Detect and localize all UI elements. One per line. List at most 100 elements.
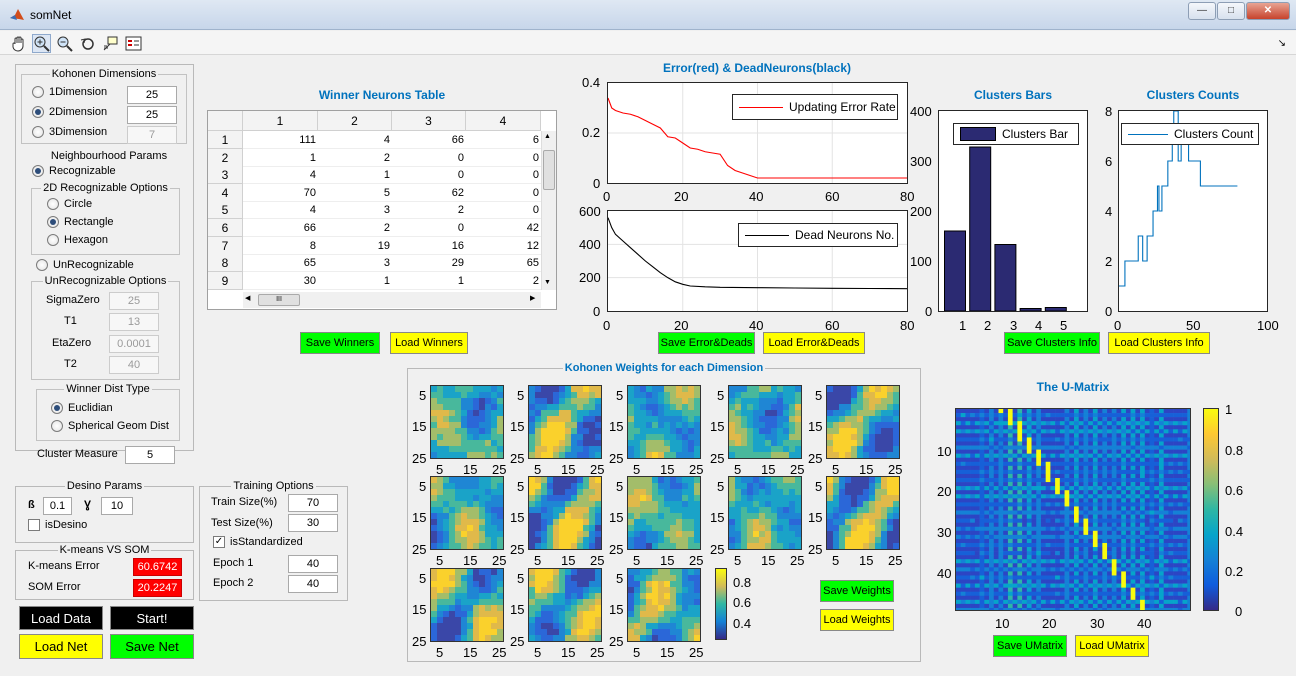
save-umatrix-button[interactable]: Save UMatrix [993,635,1067,657]
column-header[interactable]: 4 [466,111,541,131]
epoch2-field[interactable]: 40 [288,575,338,593]
dim1-field[interactable]: 25 [127,86,177,104]
table-cell[interactable]: 62 [392,184,466,202]
t1-field[interactable]: 13 [109,313,159,331]
table-cell[interactable]: 0 [466,149,541,167]
zoom-in-icon[interactable] [32,34,51,53]
save-winners-button[interactable]: Save Winners [300,332,380,354]
row-header[interactable]: 2 [208,148,243,167]
start-button[interactable]: Start! [110,606,194,630]
row-header[interactable]: 3 [208,166,243,185]
dim3-field[interactable]: 7 [127,126,177,144]
column-header[interactable]: 2 [318,111,392,131]
table-cell[interactable]: 12 [466,237,541,255]
radio-2dimension[interactable]: 2Dimension [32,106,107,118]
table-cell[interactable]: 1 [243,149,318,167]
eta-zero-field[interactable]: 0.0001 [109,335,159,353]
sigma-zero-field[interactable]: 25 [109,292,159,310]
table-cell[interactable]: 3 [318,254,392,273]
test-size-field[interactable]: 30 [288,514,338,532]
data-cursor-icon[interactable] [101,34,120,53]
row-header[interactable]: 5 [208,201,243,220]
column-header[interactable]: 1 [243,111,318,131]
save-clusters-info-button[interactable]: Save Clusters Info [1004,332,1100,354]
table-cell[interactable]: 3 [318,201,392,220]
train-size-field[interactable]: 70 [288,494,338,512]
load-umatrix-button[interactable]: Load UMatrix [1075,635,1149,657]
table-cell[interactable]: 5 [318,184,392,202]
load-data-button[interactable]: Load Data [19,606,103,630]
save-weights-button[interactable]: Save Weights [820,580,894,602]
load-error-deads-button[interactable]: Load Error&Deads [763,332,865,354]
table-cell[interactable]: 2 [392,201,466,220]
is-desino-checkbox[interactable]: isDesino [28,519,87,531]
table-cell[interactable]: 65 [243,254,318,273]
table-cell[interactable]: 2 [318,219,392,237]
table-cell[interactable]: 1 [318,166,392,185]
table-cell[interactable]: 66 [243,219,318,237]
radio-1dimension[interactable]: 1Dimension [32,86,107,98]
row-header[interactable]: 9 [208,271,243,290]
vertical-scrollbar[interactable]: ▲ ▼ [541,131,556,290]
load-winners-button[interactable]: Load Winners [390,332,468,354]
table-cell[interactable]: 66 [392,131,466,149]
scroll-right-icon[interactable]: ▶ [530,295,536,302]
save-net-button[interactable]: Save Net [110,634,194,659]
t2-field[interactable]: 40 [109,356,159,374]
table-cell[interactable]: 111 [243,131,318,149]
radio-circle[interactable]: Circle [47,198,92,210]
row-header[interactable]: 7 [208,236,243,255]
table-cell[interactable]: 4 [243,201,318,220]
table-cell[interactable]: 30 [243,272,318,290]
radio-euclidian[interactable]: Euclidian [51,402,113,414]
dock-arrow-icon[interactable]: ↘ [1277,38,1286,49]
load-clusters-info-button[interactable]: Load Clusters Info [1108,332,1210,354]
table-cell[interactable]: 2 [466,272,541,290]
rotate-icon[interactable] [78,34,97,53]
table-cell[interactable]: 65 [466,254,541,273]
table-cell[interactable]: 0 [466,166,541,185]
table-cell[interactable]: 0 [466,184,541,202]
close-button[interactable]: ✕ [1246,2,1290,20]
radio-recognizable[interactable]: Recognizable [32,165,116,177]
load-net-button[interactable]: Load Net [19,634,103,659]
table-cell[interactable]: 0 [392,149,466,167]
column-header[interactable]: 3 [392,111,466,131]
table-cell[interactable]: 4 [243,166,318,185]
radio-hexagon[interactable]: Hexagon [47,234,108,246]
scroll-up-icon[interactable]: ▲ [544,133,551,140]
table-cell[interactable]: 1 [392,272,466,290]
radio-unrecognizable[interactable]: UnRecognizable [36,259,134,271]
table-cell[interactable]: 1 [318,272,392,290]
zoom-out-icon[interactable] [55,34,74,53]
cluster-measure-field[interactable]: 5 [125,446,175,464]
beta-field[interactable]: 0.1 [43,497,72,515]
table-cell[interactable]: 8 [243,237,318,255]
row-header[interactable]: 1 [208,131,243,149]
pan-icon[interactable] [10,34,29,53]
scroll-thumb[interactable] [543,150,555,190]
horizontal-scrollbar[interactable]: ◀ III ▶ [243,292,541,308]
table-cell[interactable]: 29 [392,254,466,273]
is-standardized-checkbox[interactable]: ✓ isStandardized [213,536,303,548]
gamma-field[interactable]: 10 [101,497,133,515]
maximize-button[interactable]: □ [1217,2,1245,20]
scroll-left-icon[interactable]: ◀ [245,295,251,302]
minimize-button[interactable]: — [1188,2,1216,20]
row-header[interactable]: 6 [208,219,243,237]
radio-spherical[interactable]: Spherical Geom Dist [51,420,169,432]
row-header[interactable]: 4 [208,183,243,202]
table-cell[interactable]: 4 [318,131,392,149]
table-cell[interactable]: 19 [318,237,392,255]
table-cell[interactable]: 6 [466,131,541,149]
save-error-deads-button[interactable]: Save Error&Deads [658,332,755,354]
table-cell[interactable]: 0 [466,201,541,220]
table-cell[interactable]: 42 [466,219,541,237]
dim2-field[interactable]: 25 [127,106,177,124]
winner-neurons-table[interactable]: 1 2 3 4 ▲ ▼ ◀ III ▶ 1 111 4 66 6 2 1 2 0 0 3 4 1 0 0 4 7… [207,110,557,310]
table-cell[interactable]: 0 [392,219,466,237]
epoch1-field[interactable]: 40 [288,555,338,573]
table-cell[interactable]: 70 [243,184,318,202]
row-header[interactable]: 8 [208,254,243,273]
table-cell[interactable]: 0 [392,166,466,185]
